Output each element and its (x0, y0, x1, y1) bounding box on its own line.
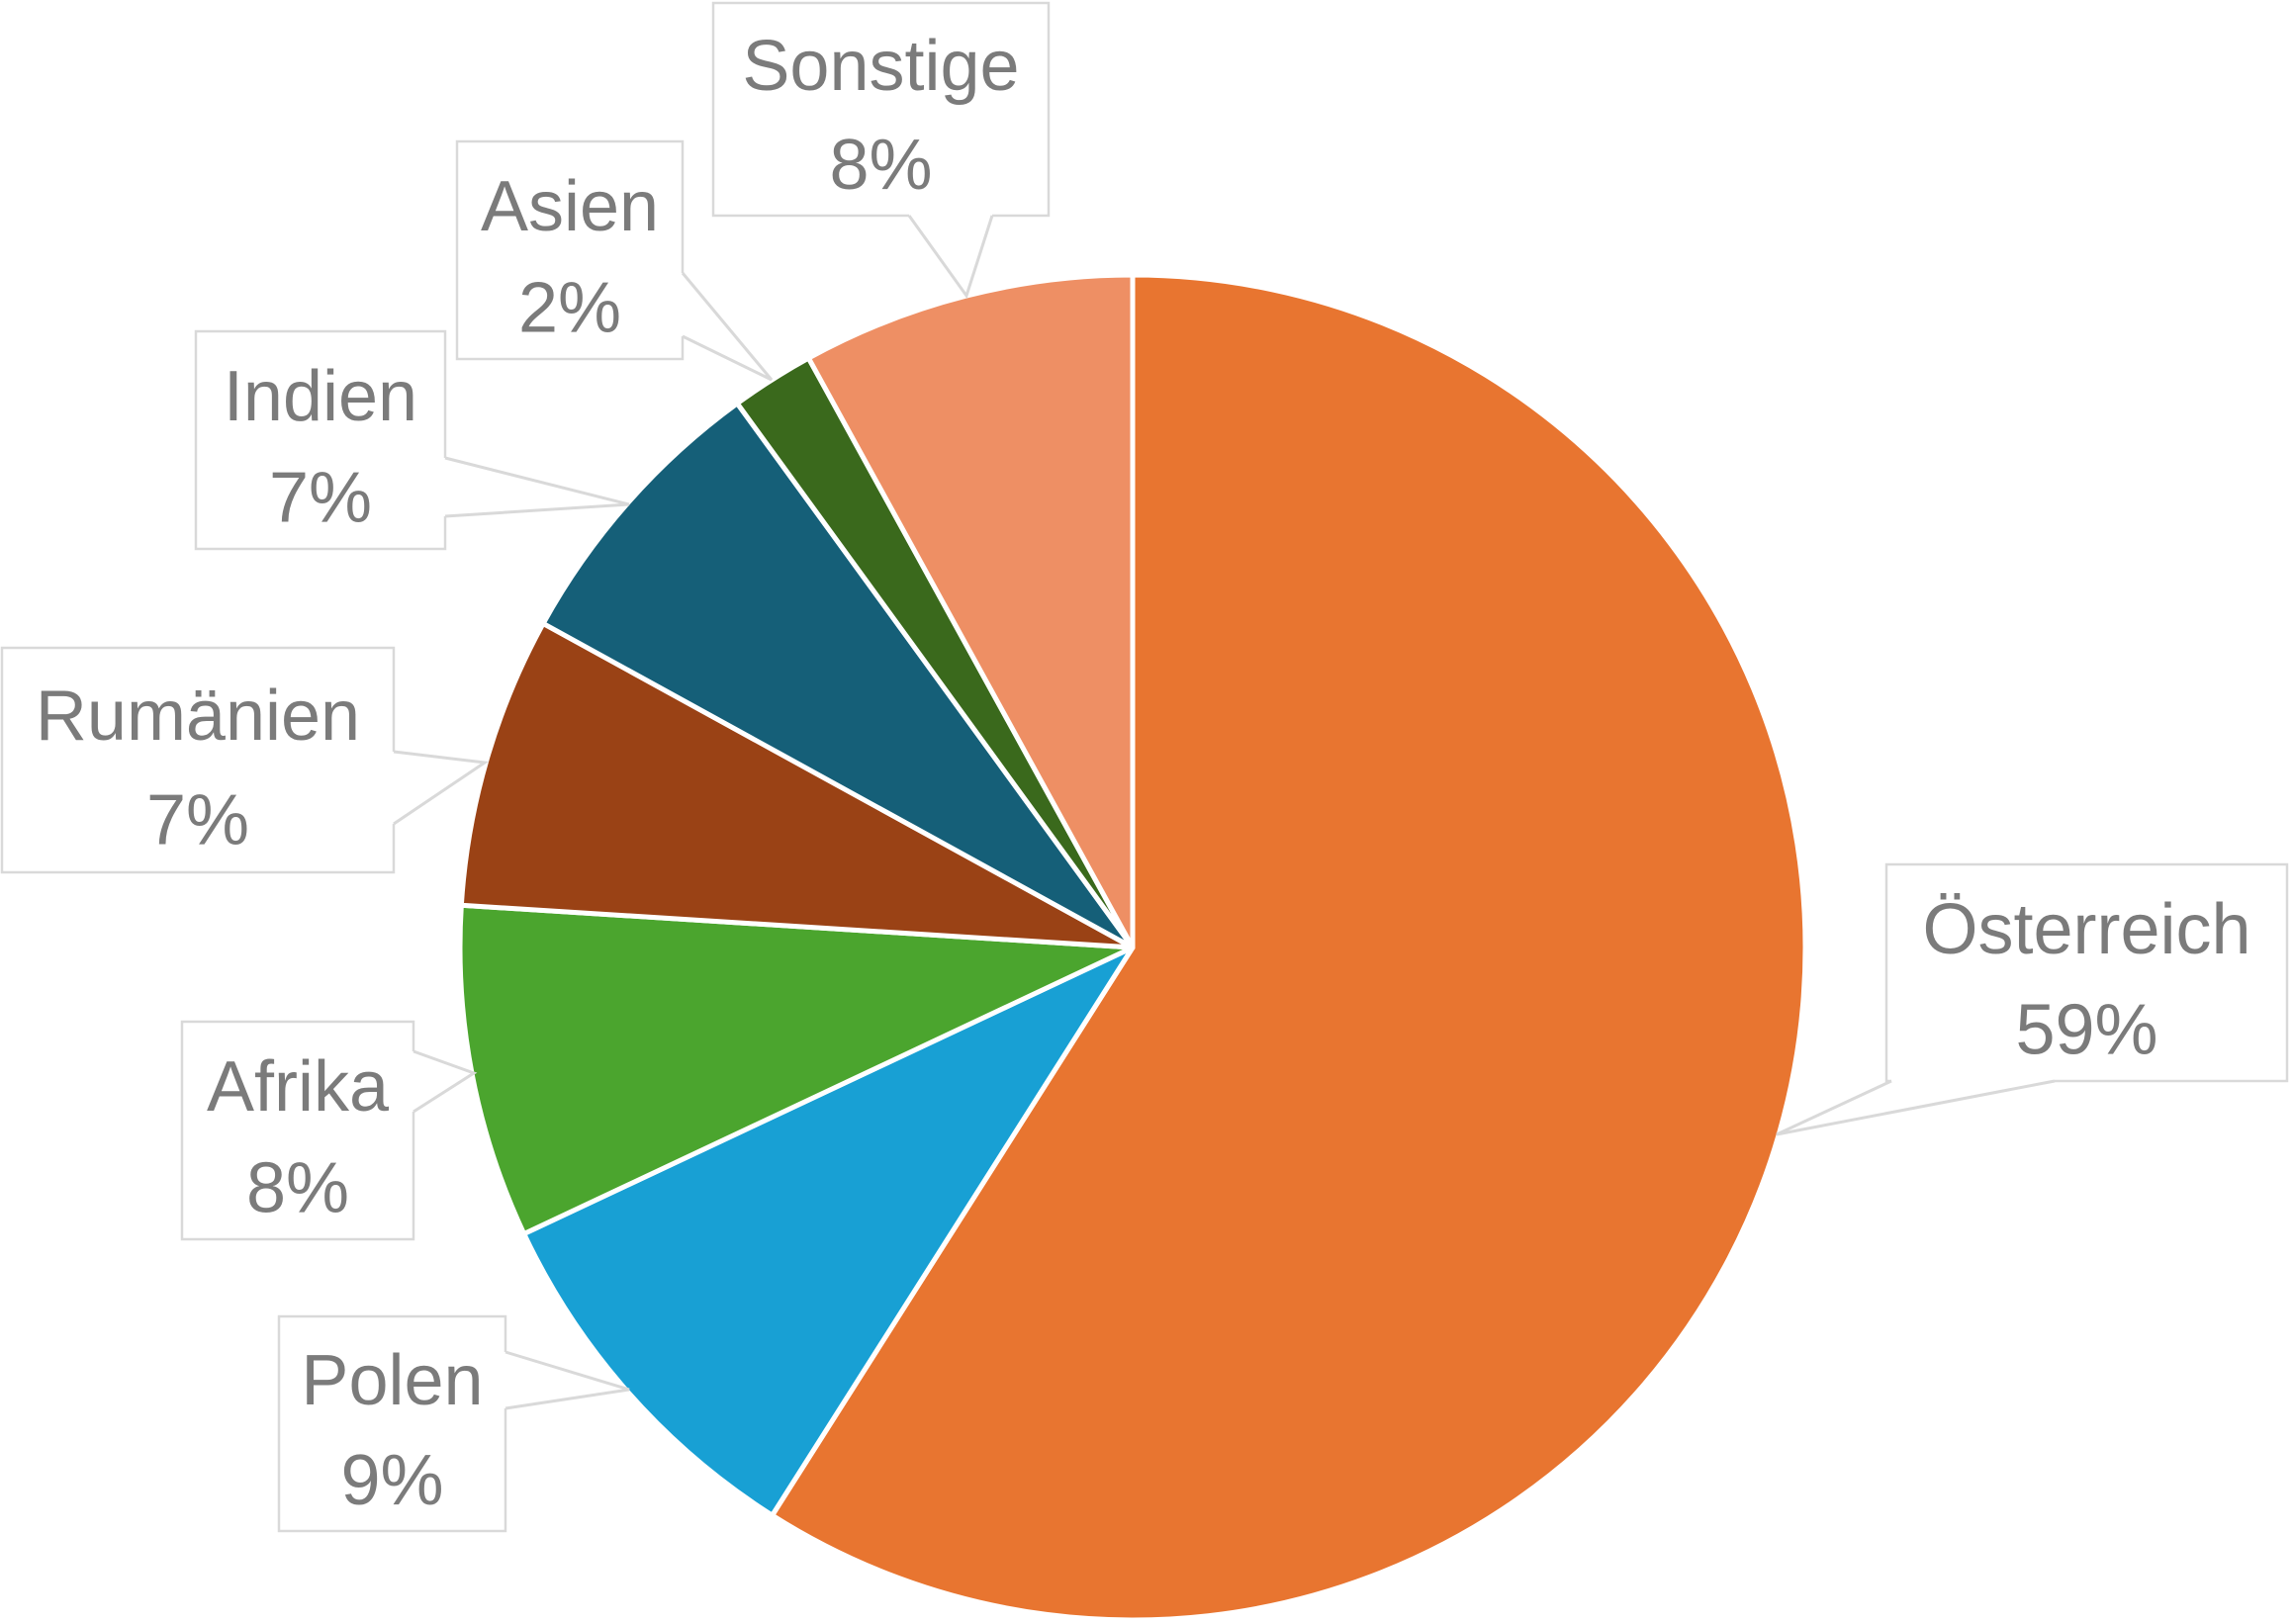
callout-leader-line-oesterreich (1776, 1079, 2056, 1136)
callout-box-asien (455, 139, 685, 361)
callout-leader-fill-indien (445, 458, 629, 516)
pie-slice-rumaenien (458, 620, 1136, 950)
callout-oesterreich: Österreich 59% (1776, 862, 2289, 1136)
callout-percent-label-oesterreich: 59% (2015, 991, 2157, 1070)
callout-percent-label-asien: 2% (518, 269, 621, 348)
callout-box-polen (277, 1314, 507, 1533)
callout-leader-line-afrika (413, 1049, 478, 1114)
callout-box-sonstige (711, 1, 1051, 218)
callout-afrika: Afrika 8% (180, 1020, 478, 1241)
callout-leader-fill-afrika (413, 1051, 474, 1112)
callout-leader-line-asien (681, 272, 774, 382)
callout-leader-line-indien (444, 456, 630, 518)
callout-percent-label-indien: 7% (269, 459, 372, 538)
callout-category-label-asien: Asien (481, 167, 659, 246)
pie-slice-polen (521, 945, 1136, 1518)
callout-category-label-afrika: Afrika (207, 1047, 390, 1127)
callout-leader-fill-rumaenien (394, 752, 485, 824)
callout-leader-line-polen (504, 1350, 630, 1410)
callout-box-oesterreich (1884, 862, 2289, 1083)
callout-category-label-oesterreich: Österreich (1922, 890, 2250, 969)
callout-percent-label-afrika: 8% (246, 1149, 349, 1228)
callout-rumaenien: Rumänien 7% (0, 646, 490, 874)
callout-category-label-indien: Indien (224, 357, 417, 436)
callout-box-indien (194, 329, 447, 551)
callout-leader-line-sonstige (907, 215, 994, 300)
callout-indien: Indien 7% (194, 329, 630, 551)
callout-category-label-rumaenien: Rumänien (36, 677, 360, 756)
callout-box-afrika (180, 1020, 415, 1241)
callout-sonstige: Sonstige 8% (711, 1, 1051, 300)
callout-polen: Polen 9% (277, 1314, 630, 1533)
callout-box-rumaenien (0, 646, 396, 874)
callout-percent-label-polen: 9% (340, 1441, 443, 1520)
callout-percent-label-rumaenien: 7% (146, 781, 249, 860)
callout-leader-line-rumaenien (393, 750, 490, 826)
callout-asien: Asien 2% (455, 139, 774, 382)
callout-percent-label-sonstige: 8% (829, 126, 932, 205)
callout-category-label-sonstige: Sonstige (742, 27, 1019, 106)
callout-category-label-polen: Polen (301, 1341, 483, 1420)
